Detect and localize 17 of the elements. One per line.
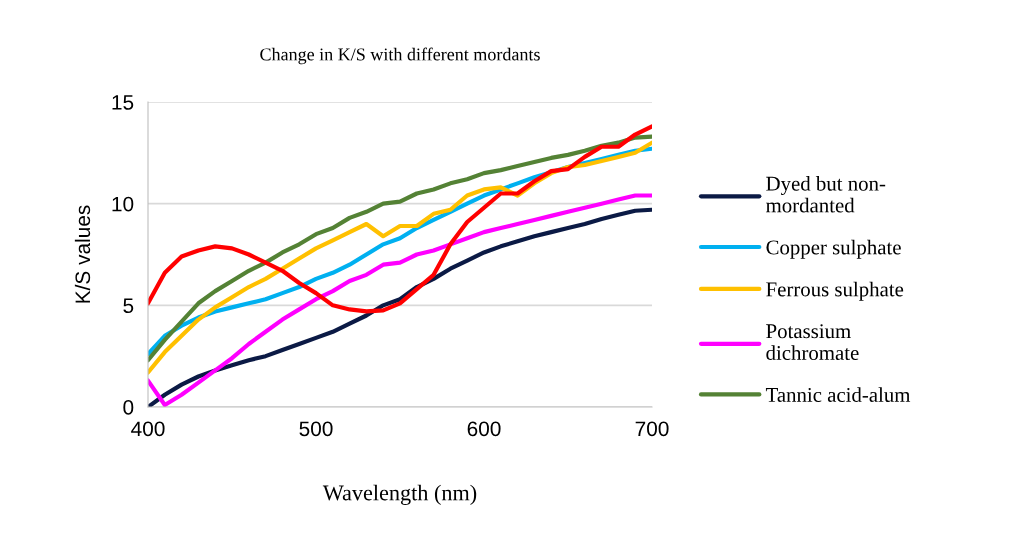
y-axis-title: K/S values [74, 205, 91, 303]
line-series [148, 124, 652, 314]
x-tick-label: 400 [131, 421, 165, 437]
legend-label: Ferrous sulphate [766, 281, 904, 301]
legend-label: Tannic acid-alum [765, 387, 911, 402]
x-axis-title: Wavelength (nm) [322, 484, 477, 505]
y-tick-label: 15 [112, 95, 134, 110]
legend-label: Dyed but non- mordanted [766, 176, 886, 213]
legend-label: Copper sulphate [766, 239, 901, 259]
legend-label: Potassium dichromate [766, 324, 859, 360]
x-tick-label: 600 [467, 421, 501, 437]
chart-title: Change in K/S with different mordants [260, 47, 540, 65]
x-tick-label: 700 [635, 421, 669, 437]
y-tick-label: 5 [123, 298, 134, 314]
x-tick-label: 500 [299, 421, 333, 437]
y-tick-label: 0 [123, 400, 134, 415]
y-tick-label: 10 [112, 196, 134, 212]
